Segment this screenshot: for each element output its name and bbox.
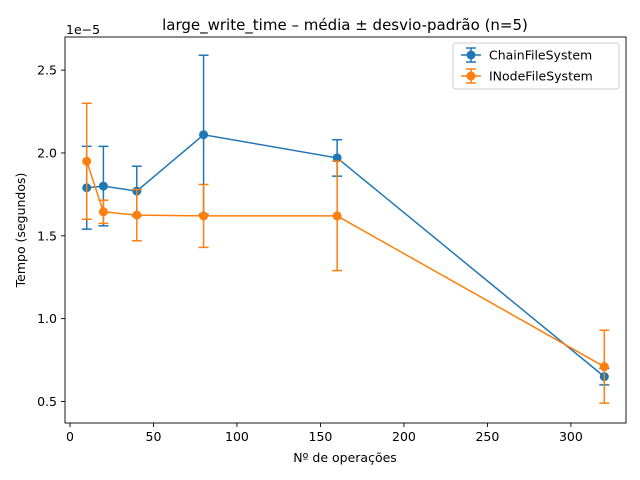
legend-marker [466, 71, 476, 81]
data-point [332, 211, 342, 221]
data-point [98, 207, 108, 217]
legend-marker [466, 50, 476, 60]
data-point [82, 156, 92, 166]
y-offset-label: 1e−5 [66, 22, 100, 37]
data-point [599, 362, 609, 372]
plot-frame [64, 36, 627, 424]
chart-title: large_write_time – média ± desvio-padrão… [162, 16, 528, 35]
x-tick-label: 150 [309, 429, 333, 444]
y-tick-label: 2.5 [37, 63, 57, 78]
data-point [98, 181, 108, 191]
x-tick-label: 200 [392, 429, 416, 444]
data-point [199, 211, 209, 221]
series-line [86, 133, 605, 378]
legend-label: INodeFileSystem [489, 69, 593, 84]
y-axis-label: Tempo (segundos) [13, 173, 28, 289]
legend-item-1: INodeFileSystem [461, 68, 593, 84]
y-tick-label: 0.5 [37, 394, 57, 409]
legend-box [452, 42, 620, 90]
x-tick-label: 50 [146, 429, 162, 444]
x-tick-label: 100 [225, 429, 249, 444]
x-tick-label: 0 [66, 429, 74, 444]
y-tick-label: 2.0 [37, 145, 57, 160]
data-point [132, 210, 142, 220]
legend-item-0: ChainFileSystem [461, 47, 592, 63]
x-tick-label: 250 [475, 429, 499, 444]
series-1 [81, 102, 610, 404]
series-line [85, 161, 605, 368]
data-point [199, 130, 209, 140]
y-tick-label: 1.5 [37, 228, 57, 243]
legend-label: ChainFileSystem [489, 48, 592, 63]
legend: ChainFileSystem INodeFileSystem [452, 42, 620, 90]
data-point [332, 153, 342, 163]
x-axis-label: Nº de operações [293, 450, 397, 465]
x-tick-label: 300 [559, 429, 583, 444]
y-tick-label: 1.0 [37, 311, 57, 326]
